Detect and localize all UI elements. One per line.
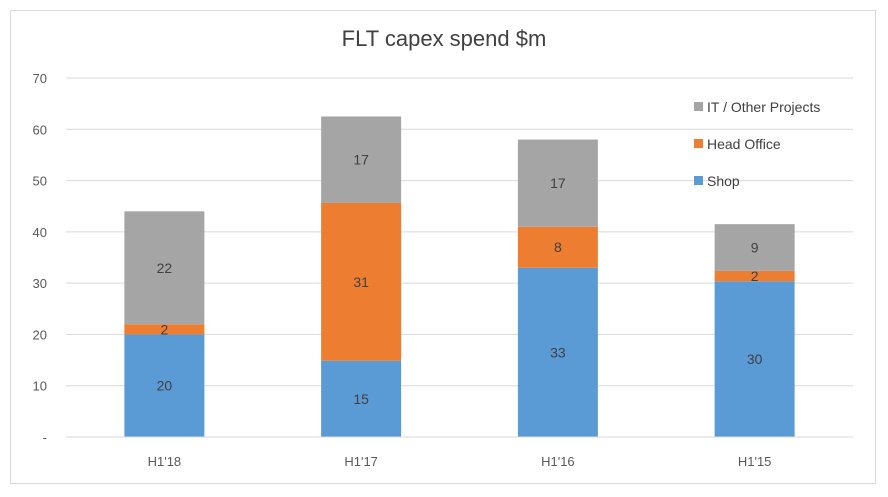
data-label: 15 [353,391,369,407]
y-tick-label: 40 [33,225,47,240]
data-label: 30 [747,351,763,367]
legend-swatch [694,176,703,185]
legend: IT / Other Projects Head Office Shop [694,99,820,189]
data-label: 17 [353,152,369,168]
data-label: 8 [554,239,562,255]
legend-label: IT / Other Projects [707,99,820,115]
bar-segment [124,334,205,437]
data-label: 33 [550,344,566,360]
x-tick-label: H1'17 [344,454,378,469]
y-tick-label: 70 [33,71,47,86]
data-label: 9 [751,240,759,256]
bar-segment [714,270,795,282]
y-tick-label: 60 [33,122,47,137]
bar-segment [517,139,598,227]
legend-swatch [694,139,703,148]
data-label: 20 [157,378,173,394]
chart-title: FLT capex spend $m [341,26,547,51]
bar-segment [714,224,795,271]
x-axis: H1'18 H1'17 H1'16 H1'15 [66,436,853,469]
x-tick-label: H1'18 [148,454,182,469]
y-tick-label: - [43,430,47,445]
bar-segment [124,211,205,325]
bar-segment [124,324,205,335]
y-tick-label: 20 [33,327,47,342]
bar-segment [517,267,598,437]
bar-segment [321,360,402,437]
x-tick-label: H1'15 [738,454,772,469]
y-axis: - 10 20 30 40 50 60 70 [33,71,47,445]
bar-segment [321,116,402,203]
data-label: 31 [353,274,369,290]
y-tick-label: 30 [33,276,47,291]
x-tick-label: H1'16 [541,454,575,469]
bar-segment [321,202,402,361]
bar-segment [714,281,795,437]
data-label: 22 [157,260,173,276]
legend-label: Head Office [707,136,781,152]
legend-label: Shop [707,173,740,189]
y-tick-label: 50 [33,174,47,189]
data-label: 2 [751,268,759,284]
bar-segment [517,226,598,268]
y-tick-label: 10 [33,379,47,394]
data-label: 2 [160,321,168,337]
legend-swatch [694,102,703,111]
data-label: 17 [550,175,566,191]
